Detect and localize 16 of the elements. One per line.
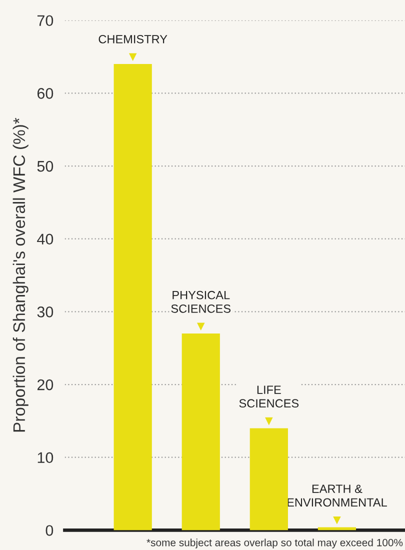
y-tick-label: 30 [37,306,54,318]
text: *some subject areas overlap so total may exceed 100% [146,538,403,548]
y-tick-label: 50 [37,160,54,172]
y-tick-label: 60 [37,88,54,99]
y-tick-label: 70 [37,15,54,26]
y-tick-label: 10 [38,452,54,464]
bar [182,334,220,530]
y-tick-label: 20 [37,379,54,390]
y-tick-label: 40 [37,234,54,245]
y-tick-label: 0 [46,525,54,536]
x-tick-label: PHYSICAL SCIENCES [171,290,231,313]
bar [250,428,288,530]
bar [114,64,152,530]
x-tick-label: LIFE SCIENCES [239,386,299,408]
y-axis-title: Proportion of Shanghai's overall WFC (%)* [12,118,28,432]
x-tick-label: CHEMISTRY [98,35,168,44]
